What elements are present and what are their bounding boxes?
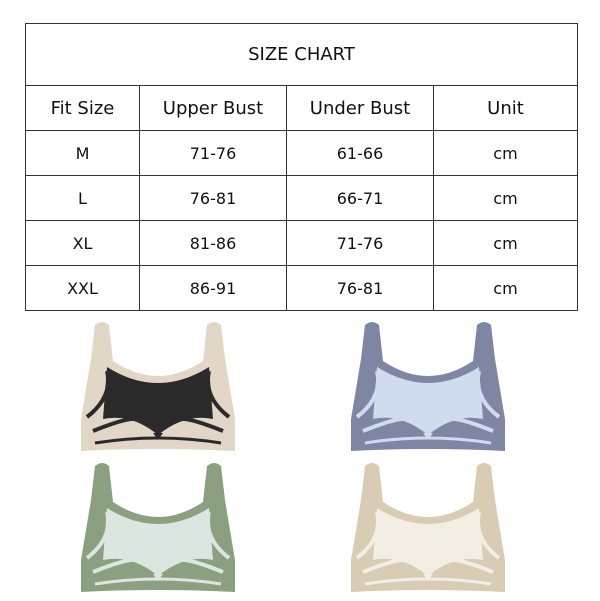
size-chart-table: SIZE CHART Fit Size Upper Bust Under Bus… [25,23,578,311]
table-row: M 71-76 61-66 cm [25,130,578,176]
cell: 66-71 [286,175,434,221]
cell: 76-81 [286,265,434,311]
header-under-bust: Under Bust [286,85,434,131]
bra-stripe [182,417,224,433]
bra-stripe [476,511,501,560]
table-row: XXL 86-91 76-81 cm [25,265,578,311]
bra-stripe [362,558,404,574]
header-unit: Unit [433,85,578,131]
cell: cm [433,130,578,176]
bra-stripe [92,417,134,433]
bra-center-mark [423,574,433,581]
product-image-cream [343,460,513,597]
product-image-black [73,319,243,456]
bra-stripe [182,558,224,574]
bra-center-mark [153,574,163,581]
bra-center-mark [153,433,163,440]
product-image-green [73,460,243,597]
cell: cm [433,220,578,266]
bra-stripe [452,417,494,433]
header-upper-bust: Upper Bust [139,85,287,131]
cell: M [25,130,140,176]
header-row: Fit Size Upper Bust Under Bust Unit [25,85,578,131]
cell: 71-76 [139,130,287,176]
header-fit-size: Fit Size [25,85,140,131]
bra-center-mark [423,433,433,440]
cell: 81-86 [139,220,287,266]
size-chart-title: SIZE CHART [25,23,578,86]
table-row: XL 81-86 71-76 cm [25,220,578,266]
bra-stripe [355,370,380,419]
bra-stripe [452,558,494,574]
cell: L [25,175,140,221]
cell: 71-76 [286,220,434,266]
bra-stripe [362,417,404,433]
bra-stripe [92,558,134,574]
cell: 61-66 [286,130,434,176]
bra-stripe [85,511,110,560]
cell: XXL [25,265,140,311]
bra-stripe [476,370,501,419]
cell: 76-81 [139,175,287,221]
bra-stripe [206,370,231,419]
cell: cm [433,265,578,311]
product-image-blue [343,319,513,456]
bra-stripe [355,511,380,560]
cell: cm [433,175,578,221]
cell: 86-91 [139,265,287,311]
cell: XL [25,220,140,266]
table-row: L 76-81 66-71 cm [25,175,578,221]
bra-stripe [85,370,110,419]
bra-stripe [206,511,231,560]
